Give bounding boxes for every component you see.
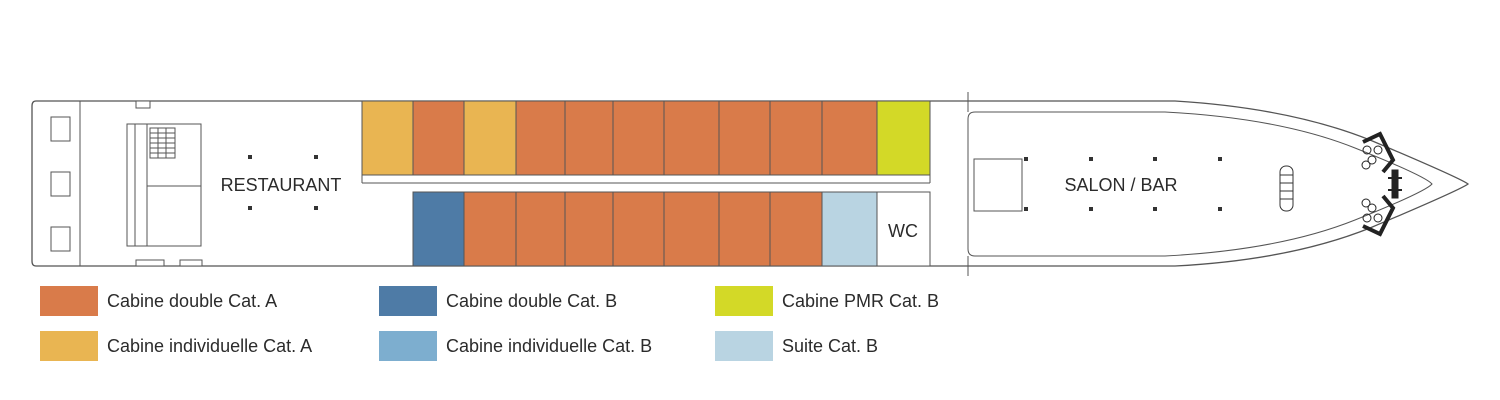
bottom-vent-1	[135, 259, 165, 267]
cabin-double-a	[564, 100, 614, 176]
top-vent	[135, 100, 151, 109]
cabin-suite-b	[821, 191, 878, 267]
salon-inner-outline	[967, 111, 1433, 257]
restaurant-label: RESTAURANT	[221, 175, 342, 195]
cabin-single-a	[463, 100, 517, 176]
cabin-double-b	[412, 191, 465, 267]
stair-icon	[149, 127, 176, 159]
cabin-double-a	[769, 100, 823, 176]
stern-hatch-2	[50, 171, 71, 197]
salon-bar-label: SALON / BAR	[1064, 175, 1177, 195]
stern-hatch-1	[50, 116, 71, 142]
cabin-double-a	[718, 100, 771, 176]
stern-hatch-3	[50, 226, 71, 252]
cabin-double-a	[718, 191, 771, 267]
anchor-winch-icon	[1361, 131, 1402, 237]
cabin-double-a	[412, 100, 465, 176]
cabin-double-a	[663, 100, 720, 176]
cabin-double-a	[463, 191, 517, 267]
cabin-double-a	[515, 100, 566, 176]
spiral-stair-icon	[1279, 165, 1294, 212]
cabin-double-a	[612, 191, 665, 267]
cabin-double-a	[663, 191, 720, 267]
cabin-double-a	[821, 100, 878, 176]
cabin-pmr-b	[876, 100, 931, 176]
top-cabin-row	[361, 100, 931, 176]
salon-columns	[1024, 157, 1222, 211]
cabin-single-a	[361, 100, 414, 176]
wc-label: WC	[888, 221, 918, 241]
cabin-double-a	[769, 191, 823, 267]
cabin-double-a	[515, 191, 566, 267]
bar-counter	[973, 158, 1023, 212]
cabin-double-a	[612, 100, 665, 176]
restaurant-columns	[248, 155, 318, 210]
kitchen-block	[126, 123, 202, 247]
cabin-double-a	[564, 191, 614, 267]
wc-room	[876, 191, 931, 267]
bottom-vent-2	[179, 259, 203, 267]
bottom-cabin-row	[412, 191, 878, 267]
